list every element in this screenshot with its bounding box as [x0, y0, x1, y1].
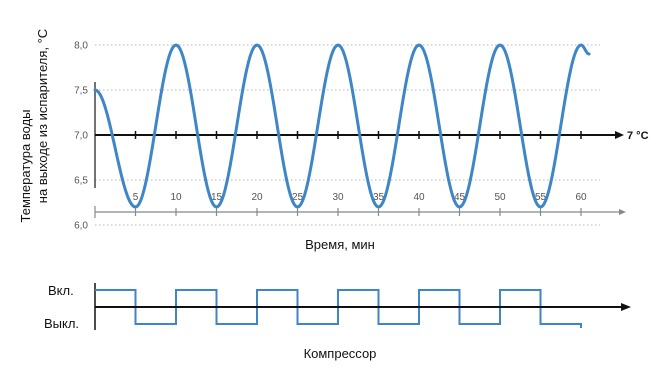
- x-tick-label: 10: [170, 192, 182, 203]
- x-tick-label: 15: [211, 192, 223, 203]
- x-tick-label: 55: [535, 192, 547, 203]
- x-tick-label: 60: [575, 192, 587, 203]
- y-tick-label: 8,0: [74, 41, 88, 52]
- x-tick-label: 30: [332, 192, 344, 203]
- y-axis-label-line-1: Температура воды: [18, 110, 33, 223]
- x-tick-labels: 5 10 15 20 25 30 35 40 45 50 55 60: [133, 192, 587, 203]
- state-on-label: Вкл.: [48, 283, 74, 298]
- y-tick-label: 7,0: [74, 131, 88, 142]
- x-tick-marks: [94, 206, 582, 218]
- x-tick-label: 5: [133, 192, 139, 203]
- x-axis-label: Время, мин: [305, 237, 375, 252]
- x-tick-label: 25: [292, 192, 304, 203]
- compressor-state-line: [95, 289, 582, 328]
- x-tick-label: 40: [413, 192, 425, 203]
- y-tick-labels: 8,0 7,5 7,0 6,5 6,0: [74, 41, 88, 232]
- reference-arrow-icon: [615, 131, 624, 139]
- state-off-label: Выкл.: [44, 316, 79, 331]
- y-tick-label: 6,0: [74, 221, 88, 232]
- reference-label: 7 °C: [627, 130, 649, 142]
- x-tick-label: 50: [494, 192, 506, 203]
- compressor-chart: Вкл. Выкл. Компрессор: [44, 283, 631, 361]
- compressor-arrow-icon: [621, 303, 631, 311]
- x-tick-label: 20: [251, 192, 263, 203]
- x-tick-label: 35: [373, 192, 385, 203]
- y-tick-label: 7,5: [74, 86, 88, 97]
- reference-ticks: [134, 131, 582, 139]
- y-tick-label: 6,5: [74, 176, 88, 187]
- temperature-series-line: [93, 43, 591, 209]
- compressor-label: Компрессор: [304, 346, 377, 361]
- grid-lines: [95, 44, 600, 226]
- y-axis-label-line-2: на выходе из испарителя, °C: [35, 29, 50, 203]
- x-axis-arrow-icon: [619, 209, 626, 215]
- temperature-chart: Температура воды на выходе из испарителя…: [18, 29, 649, 252]
- x-tick-label: 45: [454, 192, 466, 203]
